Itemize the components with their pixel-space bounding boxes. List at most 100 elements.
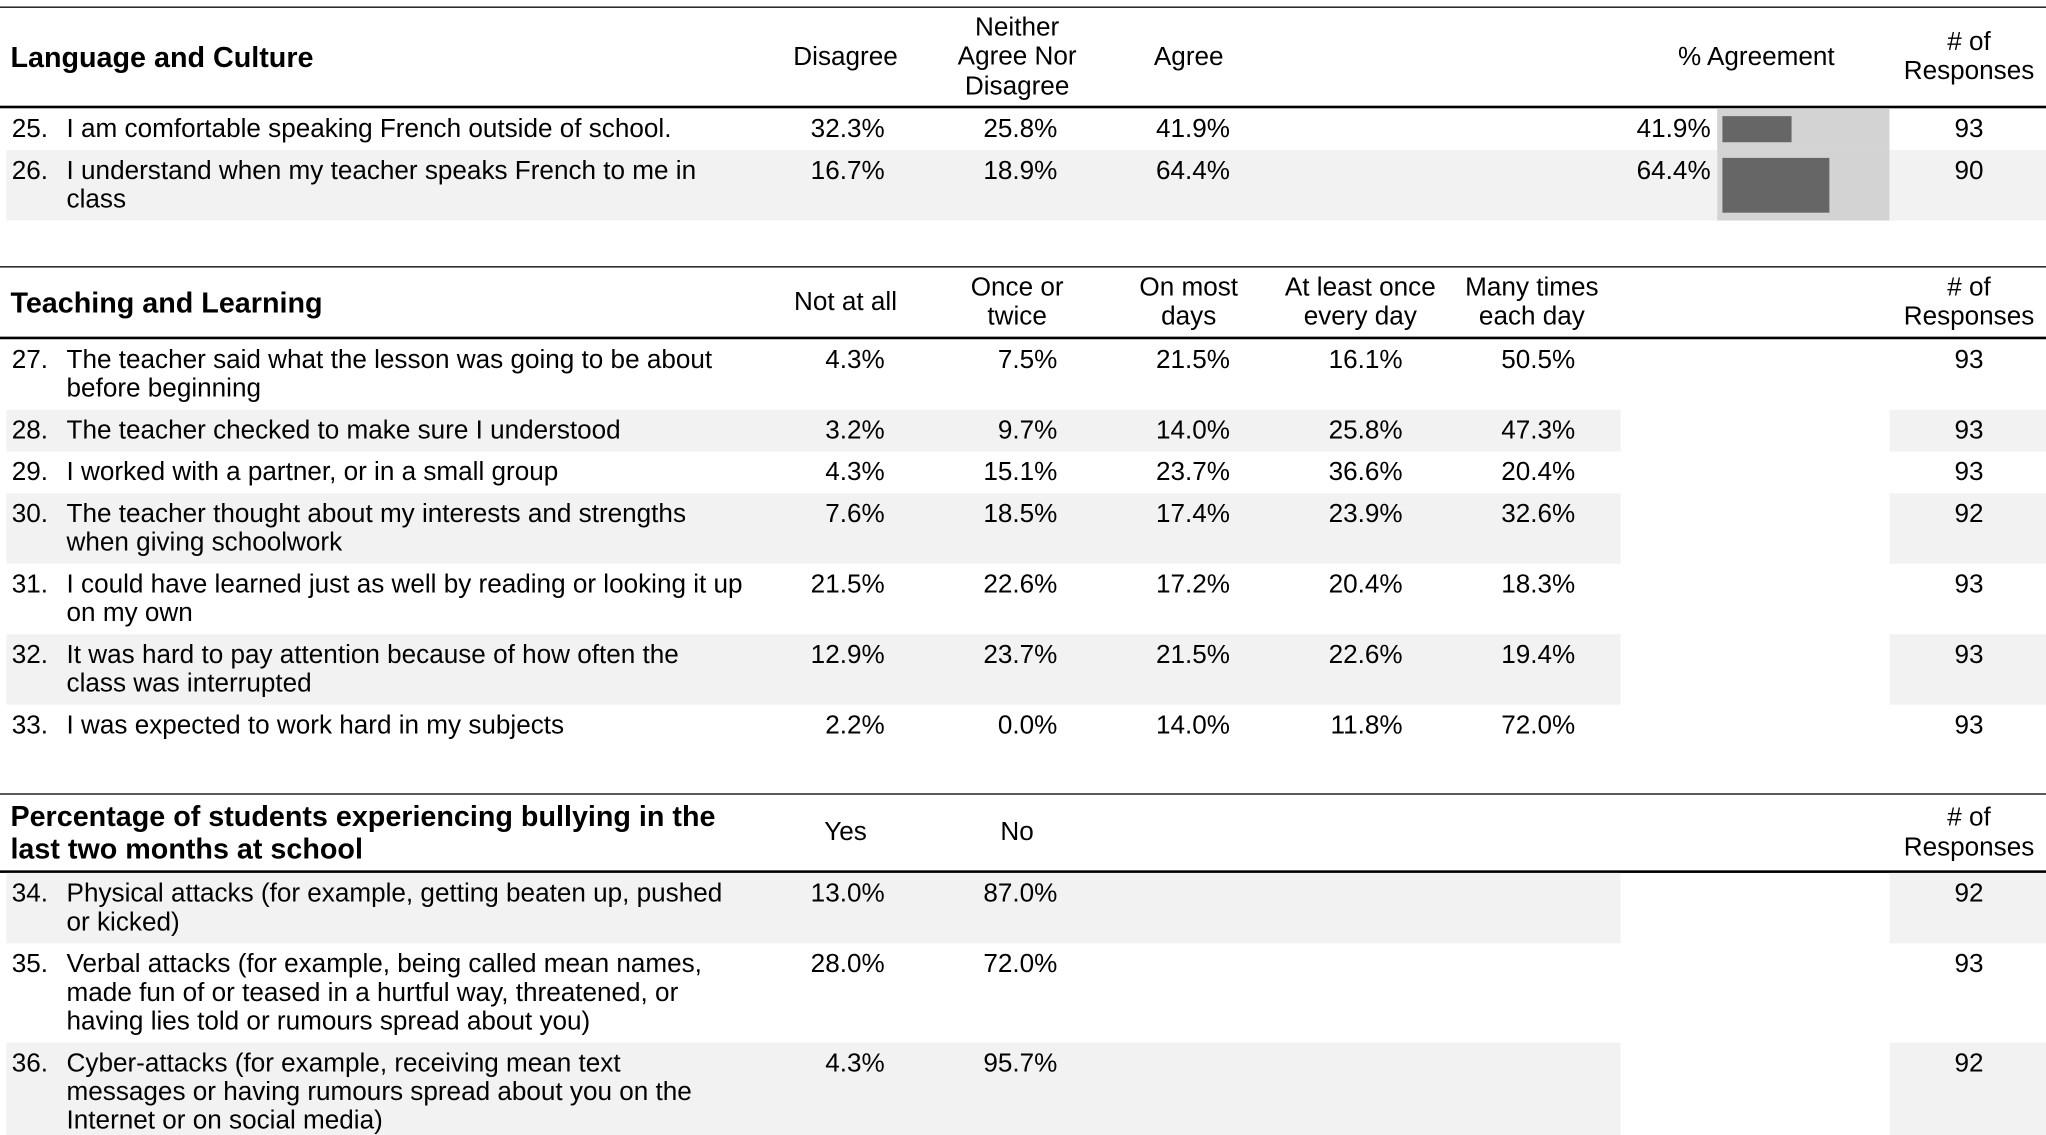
percent-cell: 14.0% — [1155, 416, 1230, 445]
item-number: 28. — [11, 416, 49, 445]
column-header: # of Responses — [1903, 803, 2035, 862]
item-text: Verbal attacks (for example, being calle… — [66, 949, 702, 1037]
response-count: 92 — [1954, 1049, 1984, 1078]
section: Percentage of students experiencing bull… — [0, 793, 2046, 1135]
percent-cell: 28.0% — [810, 949, 885, 979]
response-count: 93 — [1954, 458, 1984, 487]
row-shade — [6, 150, 1718, 221]
item-text: Cyber-attacks (for example, receiving me… — [66, 1049, 692, 1135]
item-text: It was hard to pay attention because of … — [66, 640, 679, 699]
percent-cell: 7.6% — [825, 499, 885, 529]
table-row: 34. Physical attacks (for example, gettin… — [0, 872, 2046, 944]
column-header: Once or twice — [970, 272, 1064, 331]
item-number: 29. — [11, 458, 49, 487]
percent-cell: 22.6% — [1328, 640, 1403, 670]
table-row: 30. The teacher thought about my interest… — [0, 493, 2046, 564]
row-shade — [6, 872, 1621, 944]
item-number: 26. — [11, 156, 49, 186]
response-count: 92 — [1954, 499, 1984, 529]
percent-cell: 32.3% — [810, 114, 885, 144]
response-count: 90 — [1954, 156, 1984, 186]
column-header: Agree — [1153, 42, 1224, 71]
percent-cell: 13.0% — [810, 879, 885, 909]
percent-cell: 36.6% — [1328, 458, 1403, 487]
row-shade — [1889, 634, 2046, 705]
response-count: 93 — [1954, 711, 1984, 740]
table-row: 27. The teacher said what the lesson was … — [0, 339, 2046, 409]
agreement-bar — [1722, 157, 1830, 213]
percent-cell: 12.9% — [810, 640, 885, 670]
percent-cell: 17.2% — [1155, 570, 1230, 599]
row-shade — [1889, 150, 2046, 221]
percent-cell: 16.7% — [810, 156, 885, 186]
agreement-bar — [1722, 116, 1792, 143]
agreement-label: 41.9% — [1636, 114, 1711, 144]
percent-cell: 22.6% — [983, 570, 1058, 599]
item-number: 31. — [11, 570, 49, 599]
table-row: 36. Cyber-attacks (for example, receiving… — [0, 1042, 2046, 1135]
agreement-label: 64.4% — [1636, 156, 1711, 186]
percent-cell: 4.3% — [825, 458, 885, 487]
column-header: Neither Agree Nor Disagree — [957, 12, 1077, 101]
column-header: Not at all — [794, 287, 898, 317]
row-shade — [6, 634, 1621, 705]
column-header: At least once every day — [1284, 272, 1436, 331]
percent-cell: 4.3% — [825, 345, 885, 375]
item-number: 32. — [11, 640, 49, 670]
table-row: 26. I understand when my teacher speaks F… — [0, 150, 2046, 221]
item-number: 35. — [11, 949, 49, 979]
table-row: 32. It was hard to pay attention because … — [0, 634, 2046, 705]
row-shade — [1889, 1042, 2046, 1135]
percent-cell: 18.5% — [983, 499, 1058, 529]
table-row: 35. Verbal attacks (for example, being ca… — [0, 943, 2046, 1042]
percent-cell: 32.6% — [1501, 499, 1576, 529]
item-text: I understand when my teacher speaks Fren… — [66, 156, 697, 214]
column-header: Many times each day — [1465, 272, 1599, 331]
section-header: Teaching and Learning Not at all Once or t… — [0, 266, 2046, 340]
section: Language and Culture Disagree Neither Agre… — [0, 6, 2046, 221]
section-title: Percentage of students experiencing bull… — [10, 799, 716, 866]
item-number: 25. — [11, 114, 49, 144]
item-text: I worked with a partner, or in a small g… — [66, 458, 559, 487]
item-number: 27. — [11, 345, 49, 375]
percent-cell: 2.2% — [825, 711, 885, 740]
section-header: Language and Culture Disagree Neither Agre… — [0, 6, 2046, 109]
response-count: 93 — [1954, 949, 1984, 979]
percent-cell: 25.8% — [1328, 416, 1403, 445]
percent-cell: 19.4% — [1501, 640, 1576, 670]
section-title: Language and Culture — [10, 40, 314, 74]
table-row: 29. I worked with a partner, or in a smal… — [0, 451, 2046, 493]
percent-cell: 21.5% — [1155, 345, 1230, 375]
section: Teaching and Learning Not at all Once or t… — [0, 266, 2046, 746]
percent-cell: 72.0% — [983, 949, 1058, 979]
response-count: 93 — [1954, 416, 1984, 445]
section-title: Teaching and Learning — [10, 285, 323, 319]
item-text: Physical attacks (for example, getting b… — [66, 879, 723, 937]
percent-cell: 50.5% — [1501, 345, 1576, 375]
row-shade — [1889, 409, 2046, 452]
percent-cell: 41.9% — [1155, 114, 1230, 144]
item-text: The teacher said what the lesson was goi… — [66, 345, 713, 404]
percent-cell: 23.7% — [983, 640, 1058, 670]
item-text: The teacher checked to make sure I under… — [66, 416, 621, 445]
percent-cell: 47.3% — [1501, 416, 1576, 445]
percent-cell: 9.7% — [997, 416, 1058, 445]
response-count: 92 — [1954, 879, 1984, 909]
table-row: 31. I could have learned just as well by … — [0, 564, 2046, 634]
item-number: 30. — [11, 499, 49, 529]
percent-cell: 18.3% — [1501, 570, 1576, 599]
column-header: % Agreement — [1677, 42, 1835, 71]
item-text: I could have learned just as well by rea… — [66, 570, 743, 628]
item-number: 36. — [11, 1049, 49, 1078]
percent-cell: 3.2% — [825, 416, 885, 445]
table-row: 25. I am comfortable speaking French outs… — [0, 108, 2046, 151]
percent-cell: 25.8% — [983, 114, 1058, 144]
percent-cell: 72.0% — [1501, 711, 1576, 740]
percent-cell: 23.7% — [1155, 458, 1230, 487]
section-header: Percentage of students experiencing bull… — [0, 793, 2046, 873]
row-shade — [6, 409, 1621, 452]
column-header: On most days — [1139, 272, 1239, 331]
percent-cell: 20.4% — [1328, 570, 1403, 599]
percent-cell: 14.0% — [1155, 711, 1230, 740]
